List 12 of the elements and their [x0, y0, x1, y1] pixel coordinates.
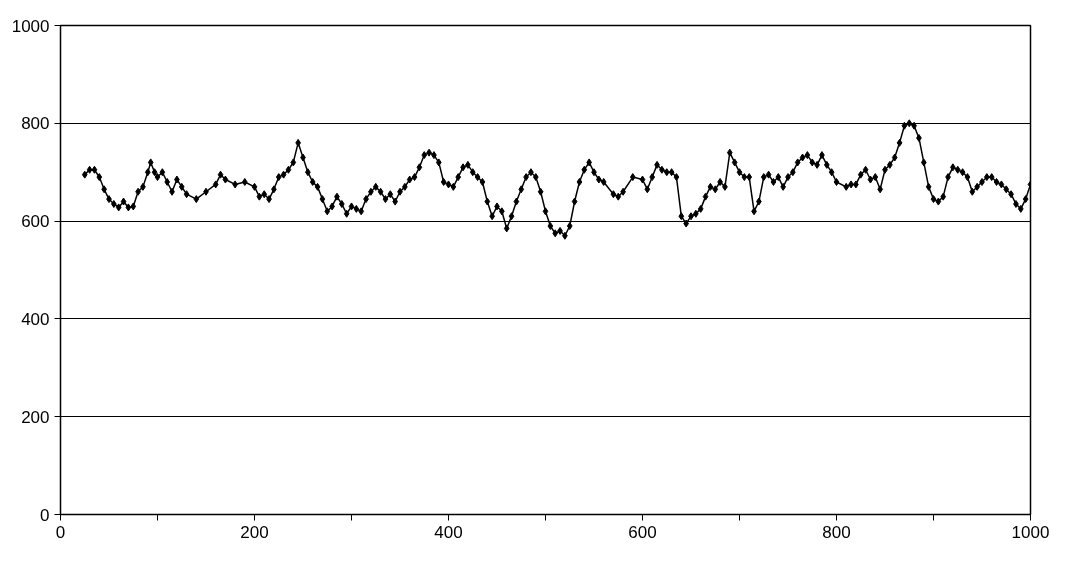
x-tick-label: 1000	[1011, 522, 1050, 542]
x-tick-label: 0	[55, 522, 66, 542]
y-tick-label: 800	[21, 114, 50, 134]
y-tick-label: 0	[40, 505, 50, 525]
y-tick-label: 1000	[11, 16, 50, 36]
y-tick-label: 400	[21, 309, 50, 329]
y-tick-label: 600	[21, 212, 50, 232]
x-tick-label: 400	[434, 522, 463, 542]
x-tick-label: 600	[628, 522, 657, 542]
x-tick-label: 800	[822, 522, 851, 542]
y-tick-label: 200	[21, 407, 50, 427]
x-tick-label: 200	[240, 522, 269, 542]
